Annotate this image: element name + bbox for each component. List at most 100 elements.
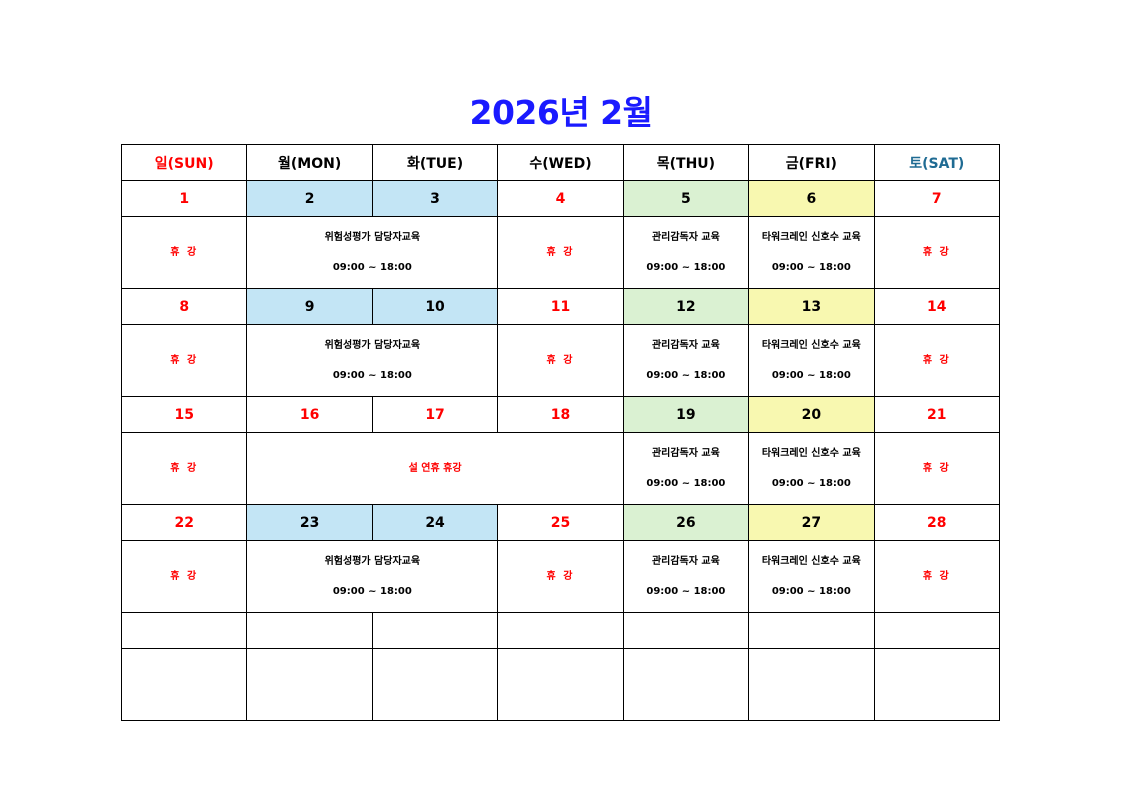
event-row: 휴 강 위험성평가 담당자교육 09:00 ~ 18:00 휴 강 관리감독자 교육 09… [120,324,1001,397]
event-cell: 휴 강 [873,324,1001,397]
event-title: 타워크레인 신호수 교육 [761,556,861,567]
event-title: 휴 강 [546,247,575,258]
event-time: 09:00 ~ 18:00 [646,370,726,381]
event-cell: 위험성평가 담당자교육 09:00 ~ 18:00 [246,540,499,613]
event-time: 09:00 ~ 18:00 [646,586,726,597]
event-cell: 휴 강 [497,324,624,397]
weekday-header: 목(THU) [622,144,750,181]
event-cell [622,648,750,721]
weekday-header: 수(WED) [497,144,624,181]
weekday-header: 일(SUN) [120,144,248,181]
event-cell: 설 연휴 휴강 [246,432,624,505]
event-cell: 관리감독자 교육 09:00 ~ 18:00 [622,540,750,613]
event-time: 09:00 ~ 18:00 [771,586,851,597]
event-title: 관리감독자 교육 [651,232,720,243]
event-row: 휴 강 위험성평가 담당자교육 09:00 ~ 18:00 휴 강 관리감독자 교육 09… [120,540,1001,613]
event-title: 관리감독자 교육 [651,340,720,351]
event-cell: 관리감독자 교육 09:00 ~ 18:00 [622,432,750,505]
event-time: 09:00 ~ 18:00 [332,370,412,381]
event-title: 관리감독자 교육 [651,448,720,459]
event-cell: 타워크레인 신호수 교육 09:00 ~ 18:00 [748,432,875,505]
event-time: 09:00 ~ 18:00 [646,262,726,273]
event-title: 타워크레인 신호수 교육 [761,448,861,459]
date-cell [748,612,875,649]
date-cell: 20 [748,396,875,433]
weekday-header: 월(MON) [246,144,373,181]
event-time: 09:00 ~ 18:00 [771,262,851,273]
date-cell: 12 [622,288,750,325]
date-cell: 5 [622,180,750,217]
date-cell: 15 [120,396,248,433]
event-row [120,648,1001,721]
event-cell [371,648,499,721]
date-row: 15 16 17 18 19 20 21 [120,396,1001,433]
weekday-header: 금(FRI) [748,144,875,181]
date-cell: 17 [371,396,499,433]
event-title: 휴 강 [170,571,199,582]
date-cell: 2 [246,180,373,217]
date-cell [246,612,373,649]
event-cell: 휴 강 [873,540,1001,613]
date-cell: 4 [497,180,624,217]
event-cell: 휴 강 [873,216,1001,289]
event-cell [246,648,373,721]
event-cell [748,648,875,721]
date-cell: 1 [120,180,248,217]
event-cell: 휴 강 [120,540,248,613]
event-title: 타워크레인 신호수 교육 [761,232,861,243]
event-title: 관리감독자 교육 [651,556,720,567]
event-cell: 위험성평가 담당자교육 09:00 ~ 18:00 [246,324,499,397]
date-cell [622,612,750,649]
event-cell: 타워크레인 신호수 교육 09:00 ~ 18:00 [748,540,875,613]
date-cell: 8 [120,288,248,325]
event-title: 위험성평가 담당자교육 [324,232,421,243]
date-cell: 3 [371,180,499,217]
event-title: 휴 강 [170,463,199,474]
event-cell [497,648,624,721]
event-title: 휴 강 [170,247,199,258]
event-title: 휴 강 [546,355,575,366]
date-row: 22 23 24 25 26 27 28 [120,504,1001,541]
date-cell: 11 [497,288,624,325]
event-cell: 휴 강 [120,216,248,289]
date-cell: 19 [622,396,750,433]
event-title: 휴 강 [922,247,951,258]
date-cell: 16 [246,396,373,433]
date-cell: 26 [622,504,750,541]
event-title: 휴 강 [922,355,951,366]
date-cell: 13 [748,288,875,325]
date-cell: 21 [873,396,1001,433]
weekday-header-row: 일(SUN) 월(MON) 화(TUE) 수(WED) 목(THU) 금(FRI) 토(SA… [120,144,1001,181]
event-title: 타워크레인 신호수 교육 [761,340,861,351]
date-cell: 22 [120,504,248,541]
event-title: 휴 강 [922,571,951,582]
event-title: 위험성평가 담당자교육 [324,556,421,567]
event-time: 09:00 ~ 18:00 [771,478,851,489]
event-cell: 휴 강 [120,432,248,505]
event-cell: 관리감독자 교육 09:00 ~ 18:00 [622,324,750,397]
date-cell: 14 [873,288,1001,325]
event-title: 위험성평가 담당자교육 [324,340,421,351]
date-cell: 27 [748,504,875,541]
weekday-header: 화(TUE) [371,144,499,181]
event-cell: 휴 강 [497,540,624,613]
event-time: 09:00 ~ 18:00 [332,262,412,273]
event-cell: 휴 강 [120,324,248,397]
event-title: 설 연휴 휴강 [408,463,462,474]
date-cell: 9 [246,288,373,325]
event-time: 09:00 ~ 18:00 [646,478,726,489]
date-cell: 24 [371,504,499,541]
date-cell [497,612,624,649]
date-cell: 6 [748,180,875,217]
event-cell: 휴 강 [497,216,624,289]
page-title: 2026년 2월 [469,93,653,132]
date-cell: 28 [873,504,1001,541]
event-cell [120,648,248,721]
date-cell: 10 [371,288,499,325]
event-row: 휴 강 위험성평가 담당자교육 09:00 ~ 18:00 휴 강 관리감독자 교육 09… [120,216,1001,289]
date-cell: 25 [497,504,624,541]
date-row [120,612,1001,649]
event-cell: 타워크레인 신호수 교육 09:00 ~ 18:00 [748,216,875,289]
